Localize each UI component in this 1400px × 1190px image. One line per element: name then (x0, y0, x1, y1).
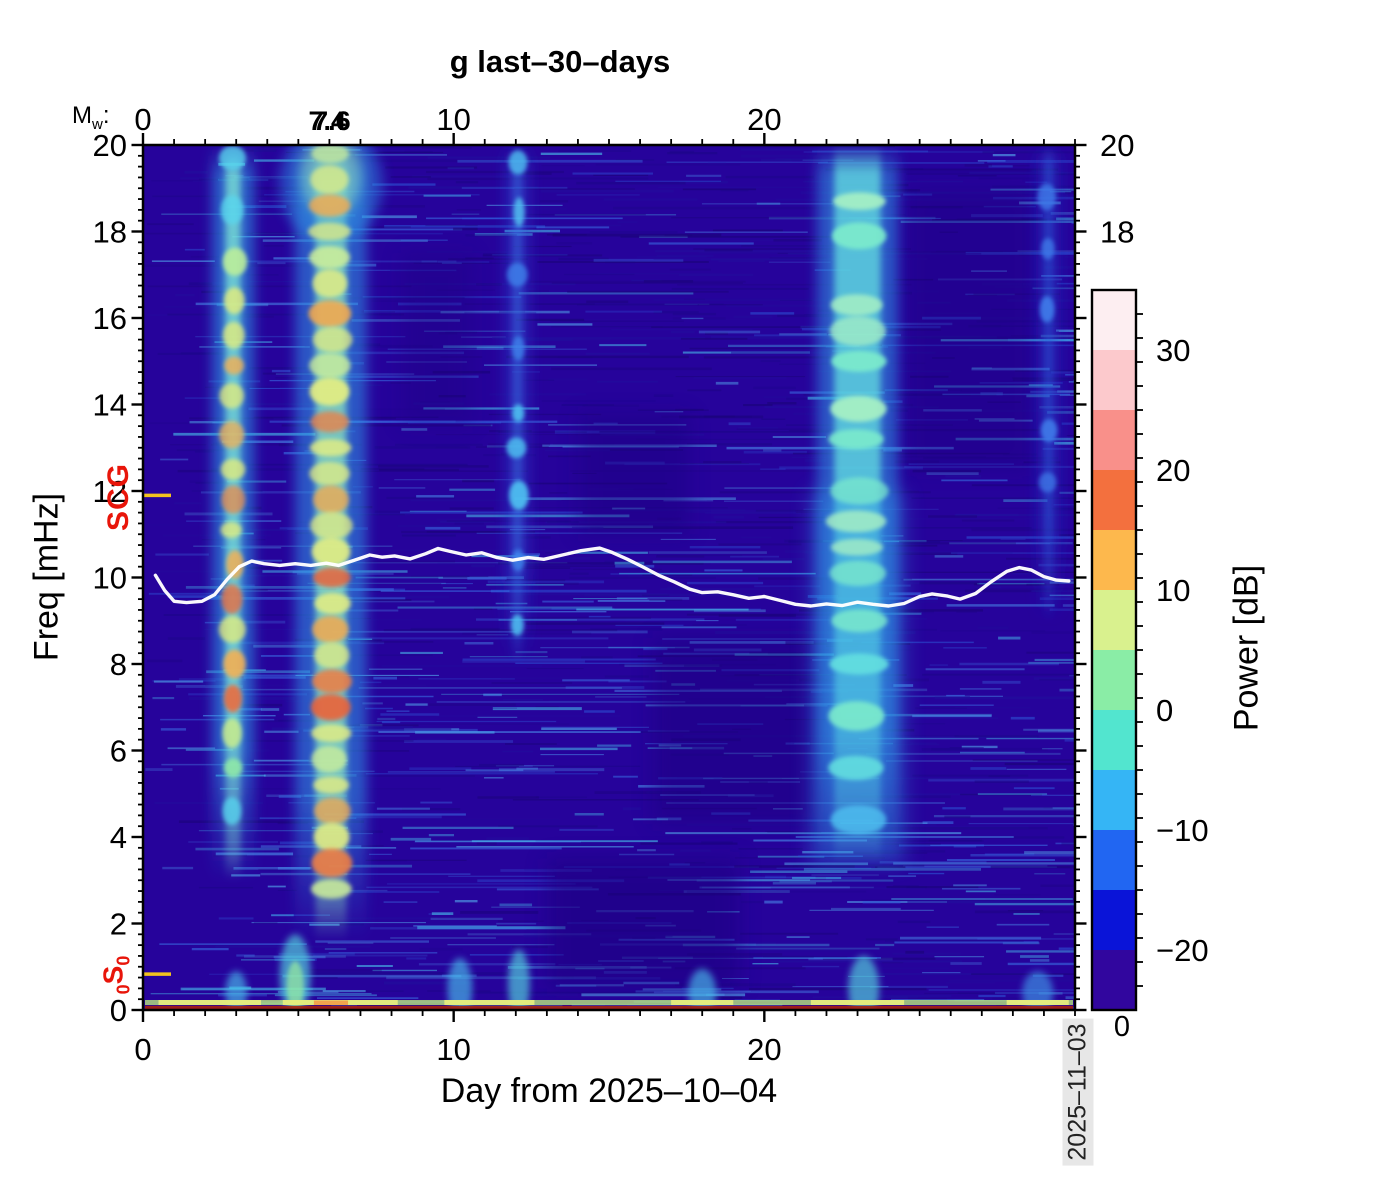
event-bands (212, 145, 1062, 941)
top-tick-label: 20 (747, 102, 781, 137)
mode-label-scg: SCG (102, 462, 135, 532)
spectrogram-body (143, 145, 1075, 1010)
colorbar-bottom-label: 0 (1114, 1011, 1130, 1043)
colorbar-tick-label: 10 (1156, 573, 1190, 608)
magnitude-label-suffix: : (102, 102, 110, 129)
mode-label-0s0-main: S (97, 965, 129, 985)
figure-title: g last–30–days (449, 44, 671, 79)
x-axis-title: Day from 2025–10–04 (440, 1072, 778, 1110)
colorbar-tick-label: −10 (1156, 813, 1209, 848)
magnitude-label: 7.4 (308, 106, 346, 136)
y-tick-label: 6 (110, 734, 127, 769)
colorbar-title: Power [dB] (1227, 564, 1266, 732)
bottom-edge (145, 1000, 1073, 1009)
y-tick-label: 10 (93, 561, 127, 596)
colorbar-tick-label: 0 (1156, 693, 1173, 728)
magnitude-label-main: M (72, 102, 92, 129)
y-tick-label: 18 (93, 215, 127, 250)
mode-label-0s0-presub: 0 (113, 984, 134, 995)
mode-label-0s0: 0S0 (98, 956, 135, 995)
white-line (153, 546, 1071, 608)
right-y-tick-label: 18 (1100, 215, 1134, 250)
colorbar-tick-label: −20 (1156, 933, 1209, 968)
right-y-tick-label: 20 (1100, 128, 1134, 163)
x-tick-label: 10 (436, 1032, 470, 1067)
y-tick-label: 8 (110, 647, 127, 682)
x-tick-label: 0 (134, 1032, 151, 1067)
colorbar-tick-label: 20 (1156, 453, 1190, 488)
y-tick-label: 16 (93, 301, 127, 336)
mode-markers (144, 493, 171, 976)
y-tick-label: 0 (110, 993, 127, 1028)
colorbar: −20 −10 0 10 20 30 0 (1090, 288, 1209, 1043)
y-tick-label: 14 (93, 388, 127, 423)
y-tick-label: 2 (110, 907, 127, 942)
y-tick-label: 4 (110, 820, 127, 855)
low-frequency-blobs (225, 934, 1054, 1010)
top-tick-label: 0 (134, 102, 151, 137)
y-axis-title: Freq [mHz] (27, 492, 66, 662)
colorbar-tick-label: 30 (1156, 333, 1190, 368)
y-tick-label: 20 (93, 128, 127, 163)
magnitude-axis-label: Mw: (72, 102, 110, 133)
top-tick-label: 10 (436, 102, 470, 137)
magnitude-label-sub: w (92, 115, 103, 133)
date-stamp: 2025–11–03 (1062, 1018, 1094, 1166)
magnitude-label: 7.6 (313, 106, 351, 136)
mode-label-0s0-postsub: 0 (113, 955, 134, 966)
y-tick-label: 12 (93, 474, 127, 509)
x-tick-label: 20 (747, 1032, 781, 1067)
